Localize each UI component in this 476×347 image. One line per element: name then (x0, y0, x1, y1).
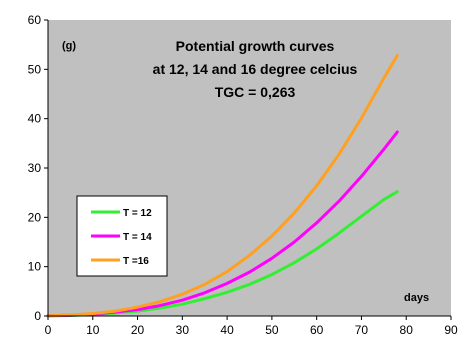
y-tick-label: 50 (28, 62, 42, 76)
x-tick-label: 40 (220, 323, 234, 337)
legend-label-3: T =16 (123, 256, 149, 267)
legend-label-2: T = 14 (123, 232, 152, 243)
x-tick-label: 30 (176, 323, 190, 337)
legend: T = 12 T = 14 T =16 (76, 195, 168, 277)
x-tick-label: 70 (355, 323, 369, 337)
series-layer (46, 54, 399, 318)
legend-label-1: T = 12 (123, 208, 152, 219)
x-tick-label: 80 (400, 323, 414, 337)
chart-title: Potential growth curves (176, 38, 335, 54)
y-tick-label: 20 (28, 210, 42, 224)
y-axis-label: (g) (62, 40, 76, 52)
y-tick-label: 40 (28, 112, 42, 126)
chart-tgc-label: TGC = 0,263 (215, 84, 296, 100)
x-tick-label: 10 (86, 323, 100, 337)
x-axis-label: days (404, 292, 429, 304)
axis-layer: 0 10 20 30 40 50 60 0 10 20 30 40 50 60 70 80 90 (28, 13, 458, 337)
x-tick-label: 60 (310, 323, 324, 337)
x-tick-label: 90 (444, 323, 458, 337)
y-tick-label: 10 (28, 260, 42, 274)
chart-subtitle: at 12, 14 and 16 degree celcius (153, 61, 358, 77)
y-tick-label: 0 (34, 309, 41, 323)
x-tick-label: 20 (131, 323, 145, 337)
y-tick-label: 30 (28, 161, 42, 175)
x-tick-label: 50 (265, 323, 279, 337)
legend-box (76, 195, 168, 277)
y-tick-label: 60 (28, 13, 42, 27)
series-line-3 (46, 54, 399, 318)
x-tick-label: 0 (45, 323, 52, 337)
